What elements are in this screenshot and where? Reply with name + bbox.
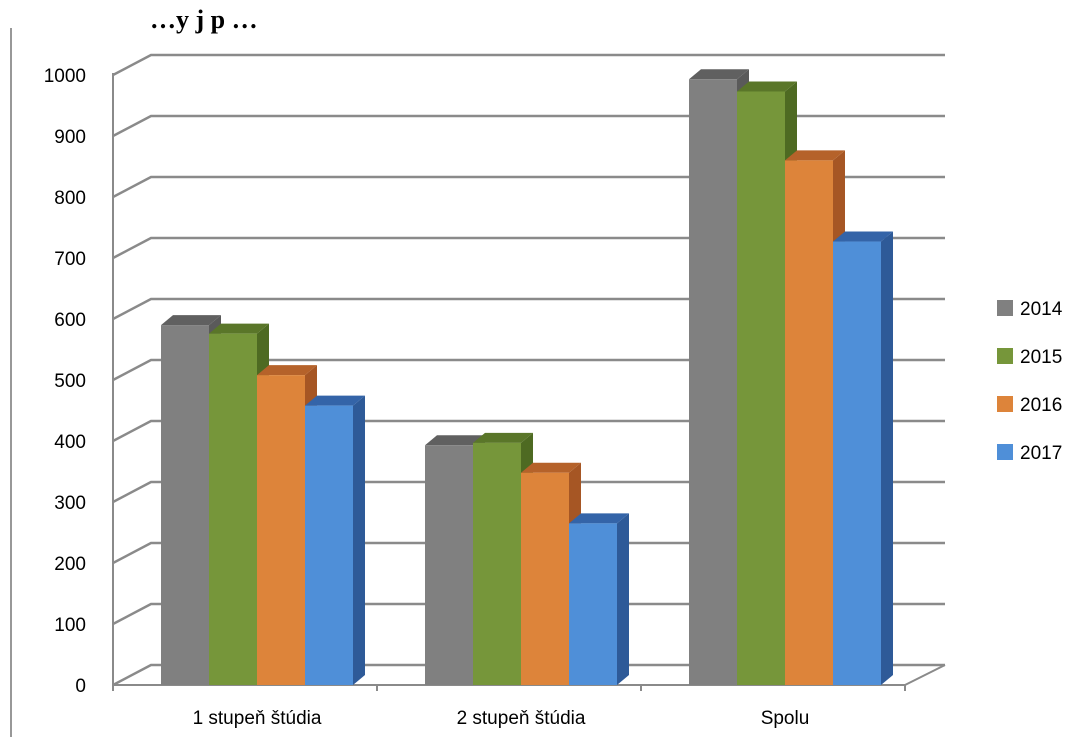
bar-top (257, 365, 317, 376)
gridline (112, 663, 945, 687)
gridline (112, 53, 945, 77)
gridline (112, 541, 945, 565)
bar-top (785, 150, 845, 161)
bar (305, 395, 365, 685)
bar-front (209, 333, 257, 685)
x-category-label: 1 stupeň štúdia (193, 708, 322, 729)
bar-top (305, 395, 365, 406)
bar-front (425, 445, 473, 685)
y-tick-label: 0 (75, 676, 86, 697)
y-tick-label: 400 (54, 432, 86, 453)
legend-item: 2014 (997, 299, 1063, 320)
gridline (112, 480, 945, 504)
bar (569, 513, 629, 685)
bar-front (785, 160, 833, 685)
bar-front (689, 79, 737, 685)
bar-front (473, 442, 521, 685)
bar-front (521, 472, 569, 685)
bar-front (257, 375, 305, 685)
bar-front (569, 523, 617, 685)
y-tick-label: 500 (54, 371, 86, 392)
legend-swatch (997, 396, 1013, 412)
gridline (112, 419, 945, 443)
bar-top (737, 81, 797, 92)
bar-side (881, 231, 893, 685)
legend-label: 2014 (1020, 299, 1063, 320)
x-category-label: 2 stupeň štúdia (457, 708, 586, 729)
bar-top (569, 513, 629, 524)
grid (112, 53, 946, 687)
legend-item: 2016 (997, 395, 1062, 416)
chart-title: …y j p … (150, 5, 258, 34)
legend-item: 2015 (997, 347, 1062, 368)
legend-swatch (997, 300, 1013, 316)
gridline (112, 236, 945, 260)
y-tick-label: 200 (54, 554, 86, 575)
bar-side (353, 395, 365, 685)
bar-side (617, 513, 629, 685)
bar-front (305, 405, 353, 685)
gridline (112, 175, 945, 199)
axis-labels: 0 100 200 300 400 500 600 700 800 900 1000 1 stupeň… (44, 66, 810, 729)
floor-edge (904, 664, 946, 686)
x-category-label: Spolu (761, 708, 810, 729)
bar-top (209, 323, 269, 334)
legend-label: 2015 (1020, 347, 1062, 368)
gridline (112, 358, 945, 382)
bar-top (425, 435, 485, 446)
legend-label: 2017 (1020, 443, 1062, 464)
bar-top (473, 432, 533, 443)
y-tick-label: 600 (54, 310, 86, 331)
y-tick-label: 100 (54, 615, 86, 636)
y-tick-label: 900 (54, 127, 86, 148)
bar-top (521, 462, 581, 473)
bar (833, 231, 893, 685)
legend-swatch (997, 444, 1013, 460)
bar-front (833, 241, 881, 685)
gridline (112, 602, 945, 626)
legend-item: 2017 (997, 443, 1062, 464)
bars (161, 69, 893, 686)
bar-front (737, 91, 785, 686)
bar-top (833, 231, 893, 242)
y-tick-label: 300 (54, 493, 86, 514)
legend-swatch (997, 348, 1013, 364)
legend-label: 2016 (1020, 395, 1062, 416)
y-tick-label: 700 (54, 249, 86, 270)
y-tick-label: 1000 (44, 66, 86, 87)
bar-front (161, 325, 209, 685)
legend: 2014 2015 2016 2017 (997, 299, 1063, 464)
bar-top (689, 69, 749, 80)
bar-top (161, 315, 221, 326)
gridline (112, 297, 945, 321)
gridline (112, 114, 945, 138)
y-tick-label: 800 (54, 188, 86, 209)
